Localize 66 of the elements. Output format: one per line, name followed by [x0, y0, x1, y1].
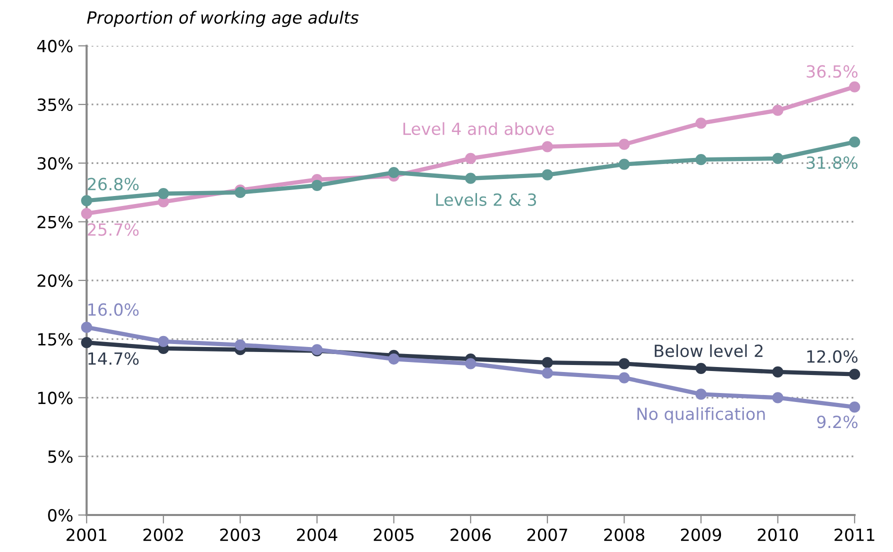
- x-tick-label: 2011: [834, 528, 874, 542]
- point: [81, 337, 92, 348]
- point: [234, 339, 246, 350]
- data-label: 16.0%: [88, 303, 139, 316]
- point: [388, 353, 400, 365]
- point: [618, 372, 630, 384]
- x-tick-label: 2002: [143, 528, 183, 542]
- data-label: 9.2%: [817, 416, 858, 428]
- point: [695, 388, 707, 400]
- data-label: 12.0%: [807, 350, 858, 363]
- point: [618, 358, 630, 370]
- x-tick-label: 2008: [604, 528, 644, 542]
- point: [849, 81, 860, 92]
- point: [618, 158, 630, 170]
- point: [158, 336, 169, 347]
- point: [465, 358, 476, 370]
- series-label: Levels 2 & 3: [436, 193, 536, 206]
- series-label: No qualification: [637, 407, 765, 424]
- point: [849, 368, 860, 380]
- x-tick-label: 2004: [297, 528, 338, 542]
- data-label: 26.8%: [88, 178, 139, 190]
- data-label: 36.5%: [806, 65, 858, 78]
- y-tick-label: 35%: [38, 98, 73, 112]
- point: [542, 356, 553, 368]
- y-axis-title: Proportion of working age adults: [87, 10, 359, 28]
- point: [81, 195, 92, 206]
- point: [618, 138, 630, 150]
- y-tick-label: 5%: [48, 450, 73, 463]
- data-label: 31.8%: [806, 156, 858, 169]
- point: [311, 180, 323, 191]
- y-tick-label: 40%: [37, 40, 73, 52]
- point: [695, 154, 707, 166]
- point: [772, 104, 784, 116]
- point: [772, 392, 784, 404]
- point: [542, 169, 553, 180]
- x-tick-label: 2003: [220, 528, 260, 542]
- y-tick-label: 15%: [38, 333, 73, 346]
- point: [849, 402, 860, 413]
- x-tick-label: 2009: [681, 528, 722, 542]
- x-tick-label: 2005: [374, 528, 414, 542]
- point: [158, 188, 169, 200]
- y-tick-label: 10%: [38, 392, 73, 404]
- point: [849, 136, 860, 148]
- x-tick-label: 2010: [758, 528, 798, 542]
- point: [81, 208, 92, 220]
- y-tick-label: 0%: [48, 508, 73, 522]
- point: [465, 172, 476, 184]
- data-label: 14.7%: [88, 352, 139, 365]
- point: [772, 366, 784, 378]
- point: [81, 322, 92, 333]
- x-tick-label: 2001: [66, 528, 106, 542]
- x-tick-label: 2007: [527, 528, 568, 542]
- point: [542, 368, 553, 379]
- y-tick-label: 25%: [38, 216, 73, 228]
- point: [388, 166, 400, 178]
- data-label: 25.7%: [88, 223, 139, 236]
- point: [695, 118, 707, 129]
- point: [542, 141, 553, 152]
- series-label: Below level 2: [654, 344, 763, 358]
- y-tick-label: 20%: [38, 274, 73, 287]
- point: [772, 152, 784, 164]
- point: [465, 152, 476, 164]
- series-label: Level 4 and above: [403, 122, 554, 136]
- point: [695, 362, 707, 374]
- y-tick-label: 30%: [38, 157, 73, 170]
- x-tick-label: 2006: [450, 528, 491, 542]
